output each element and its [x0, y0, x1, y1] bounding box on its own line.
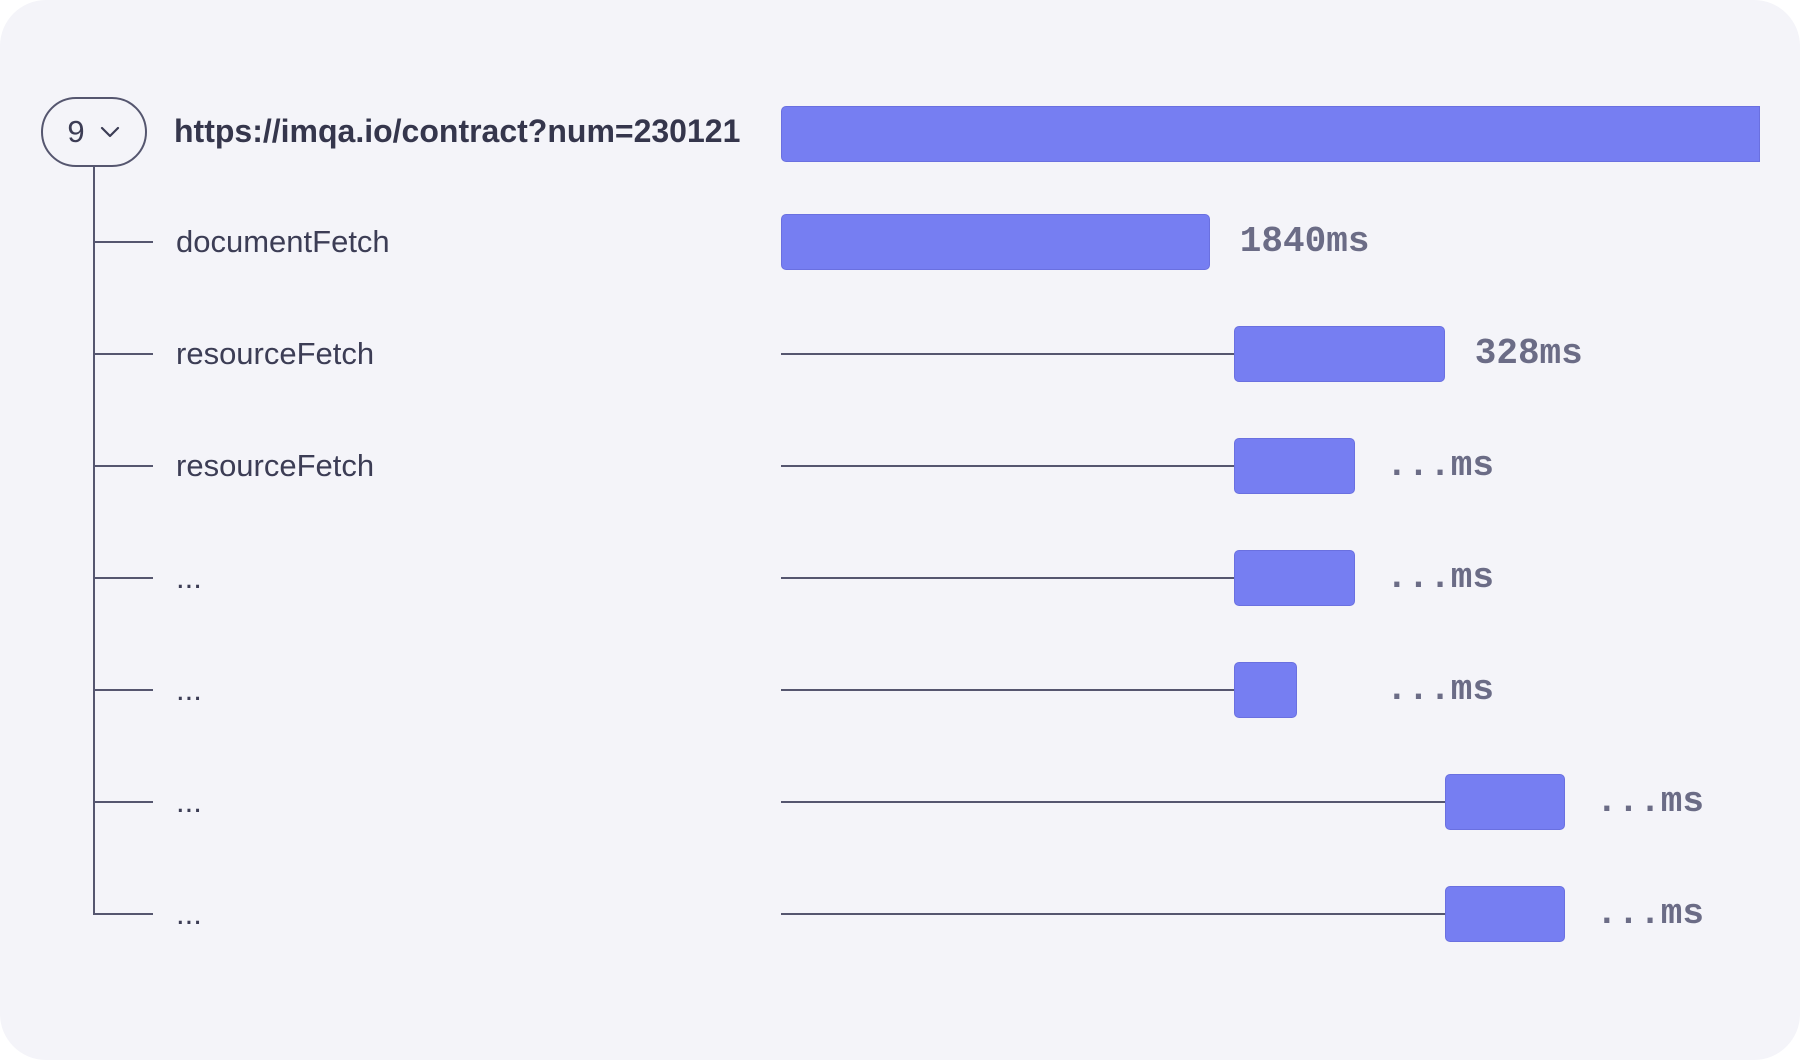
tree-branch [93, 801, 153, 803]
span-name: resourceFetch [176, 448, 375, 483]
span-offset-line [781, 801, 1445, 803]
span-bar[interactable] [1234, 438, 1355, 494]
root-url: https://imqa.io/contract?num=230121 [174, 113, 741, 149]
span-bar[interactable] [1444, 886, 1566, 942]
span-duration: ...ms [1386, 557, 1495, 598]
span-bar[interactable] [1234, 662, 1297, 718]
span-duration: ...ms [1596, 781, 1705, 822]
span-duration: ...ms [1596, 893, 1705, 934]
span-offset-line [781, 913, 1445, 915]
span-offset-line [781, 689, 1235, 691]
tree-branch [93, 241, 153, 243]
span-duration: 1840ms [1239, 221, 1370, 262]
tree-branch [93, 465, 153, 467]
tree-branch [93, 353, 153, 355]
span-offset-line [781, 577, 1235, 579]
span-duration: 328ms [1474, 333, 1583, 374]
span-bar[interactable] [1234, 326, 1445, 382]
span-bar[interactable] [1444, 774, 1566, 830]
tree-branch [93, 689, 153, 691]
chevron-down-icon [99, 121, 121, 143]
span-name: resourceFetch [176, 336, 375, 371]
span-offset-line [781, 465, 1235, 467]
span-bar[interactable] [1234, 550, 1355, 606]
span-name: ... [176, 784, 202, 819]
tree-connector [93, 167, 95, 914]
span-duration: ...ms [1386, 445, 1495, 486]
span-name: ... [176, 896, 202, 931]
span-name: ... [176, 672, 202, 707]
span-offset-line [781, 353, 1235, 355]
span-duration: ...ms [1386, 669, 1495, 710]
span-name: ... [176, 560, 202, 595]
tree-branch [93, 577, 153, 579]
span-bar[interactable] [781, 214, 1210, 270]
tree-branch [93, 913, 153, 915]
root-span-bar[interactable] [781, 106, 1760, 162]
span-count-toggle[interactable]: 9 [41, 97, 147, 167]
span-count: 9 [67, 114, 85, 149]
span-name: documentFetch [176, 224, 390, 259]
